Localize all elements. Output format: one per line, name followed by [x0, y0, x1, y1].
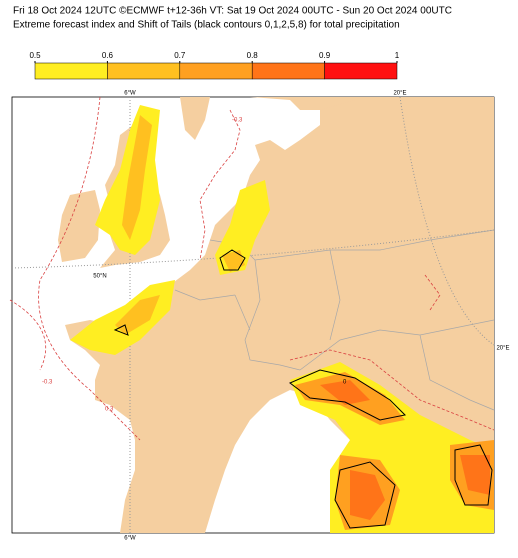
- colorbar-tick-label: 1: [395, 51, 400, 60]
- title-line: Fri 18 Oct 2024 12UTC ©ECMWF t+12-36h VT…: [13, 6, 452, 17]
- colorbar-bin: [179, 62, 253, 80]
- colorbar-tick-label: 0.9: [319, 51, 331, 60]
- graticule-label: 20°E: [496, 346, 509, 352]
- contour-label: -0.3: [42, 380, 53, 386]
- colorbar: 0.5 0.6 0.7 0.8 0.9 1: [29, 51, 400, 80]
- contour-label: 0.3: [105, 407, 114, 413]
- graticule-label: 50°N: [93, 274, 106, 280]
- graticule-label: 20°E: [393, 91, 406, 97]
- colorbar-bin: [324, 62, 398, 80]
- title-line: Extreme forecast index and Shift of Tail…: [13, 20, 400, 31]
- colorbar-tick-label: 0.5: [29, 51, 41, 60]
- colorbar-tick-label: 0.7: [174, 51, 186, 60]
- contour-label: -0.3: [232, 118, 243, 124]
- land: [65, 97, 494, 533]
- colorbar-tick-label: 0.6: [102, 51, 114, 60]
- land: [180, 97, 210, 140]
- colorbar-bin: [34, 62, 108, 80]
- colorbar-bin: [107, 62, 181, 80]
- land: [320, 100, 380, 135]
- colorbar-bin: [251, 62, 325, 80]
- graticule-label: 6°W: [124, 91, 136, 97]
- graticule-label: 6°W: [124, 536, 136, 542]
- contour-label: 0: [343, 380, 347, 386]
- map: 6°W 20°E 50°N 20°E 6°W -0.3 0.3 -0.3 0: [9, 91, 510, 542]
- land: [58, 190, 100, 262]
- colorbar-tick-label: 0.8: [247, 51, 259, 60]
